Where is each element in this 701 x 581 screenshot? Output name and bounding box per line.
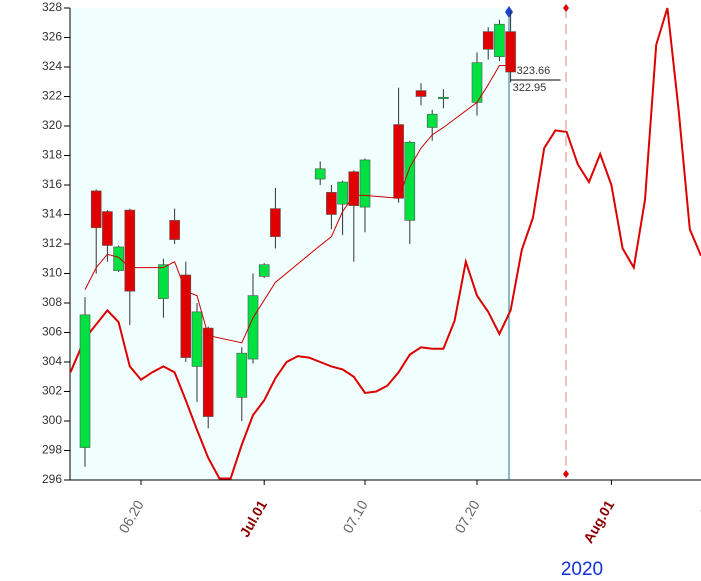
- y-tick-label: 304: [42, 354, 62, 368]
- candle-body: [337, 181, 348, 205]
- y-tick-label: 312: [42, 236, 62, 250]
- candle-body: [90, 190, 102, 229]
- low-label: 322.95: [513, 82, 547, 94]
- x-tick-label: 06.20: [115, 497, 146, 536]
- close-label: 323.66: [517, 65, 551, 77]
- moving-average: [84, 65, 511, 344]
- candle-body: [359, 159, 371, 208]
- history-shade: [70, 8, 510, 480]
- y-tick-label: 322: [42, 89, 62, 103]
- x-tick-label: 07.10: [339, 497, 370, 536]
- y-tick-label: 308: [42, 295, 62, 309]
- candle-body: [482, 31, 494, 50]
- candle-body: [158, 264, 169, 299]
- y-tick-label: 298: [42, 443, 62, 457]
- divider-marker: [563, 4, 569, 12]
- year-label: 2020: [561, 559, 603, 580]
- x-tick-label: Aug.01: [580, 497, 617, 546]
- candle-body: [505, 31, 516, 73]
- x-tick-label: Jul.01: [236, 497, 270, 540]
- candle-body: [247, 295, 259, 360]
- y-tick-label: 324: [42, 59, 62, 73]
- candle-body: [180, 274, 192, 358]
- y-tick-label: 300: [42, 413, 62, 427]
- x-tick-label: 07.20: [451, 497, 482, 536]
- candle-body: [438, 96, 449, 100]
- divider-marker: [563, 470, 569, 478]
- candle-body: [326, 192, 337, 215]
- y-tick-label: 310: [42, 266, 62, 280]
- y-tick-label: 320: [42, 118, 62, 132]
- candle-body: [348, 171, 360, 206]
- candle-body: [494, 23, 505, 57]
- candle-body: [415, 90, 427, 97]
- candle-body: [202, 327, 214, 417]
- candle-body: [270, 208, 281, 237]
- candle-body: [258, 264, 270, 277]
- candle-body: [102, 211, 113, 246]
- candle-body: [191, 311, 203, 367]
- y-tick-label: 306: [42, 325, 62, 339]
- candle-body: [113, 246, 124, 271]
- y-tick-label: 316: [42, 177, 62, 191]
- candle-body: [169, 220, 180, 240]
- y-tick-label: 296: [42, 472, 62, 486]
- x-tick-label: 08: [696, 497, 701, 519]
- y-tick-label: 328: [42, 0, 62, 14]
- candle-body: [124, 209, 136, 292]
- candle-body: [426, 113, 438, 128]
- y-tick-label: 318: [42, 148, 62, 162]
- y-tick-label: 326: [42, 30, 62, 44]
- y-tick-label: 314: [42, 207, 62, 221]
- candle-body: [314, 168, 326, 180]
- candle-body: [236, 352, 248, 398]
- y-tick-label: 302: [42, 384, 62, 398]
- candle-body: [404, 141, 416, 221]
- forecast-line: [69, 7, 701, 480]
- candle-body: [79, 314, 91, 448]
